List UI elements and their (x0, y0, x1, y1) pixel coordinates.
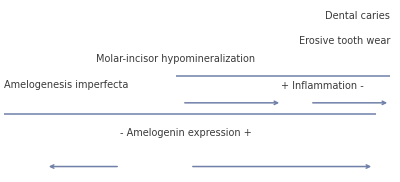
Text: - Amelogenin expression +: - Amelogenin expression + (120, 128, 252, 138)
Text: Molar-incisor hypomineralization: Molar-incisor hypomineralization (96, 54, 256, 64)
Text: Erosive tooth wear: Erosive tooth wear (299, 36, 390, 46)
Text: Amelogenesis imperfecta: Amelogenesis imperfecta (4, 80, 128, 90)
Text: + Inflammation -: + Inflammation - (281, 81, 363, 91)
Text: Dental caries: Dental caries (325, 11, 390, 21)
